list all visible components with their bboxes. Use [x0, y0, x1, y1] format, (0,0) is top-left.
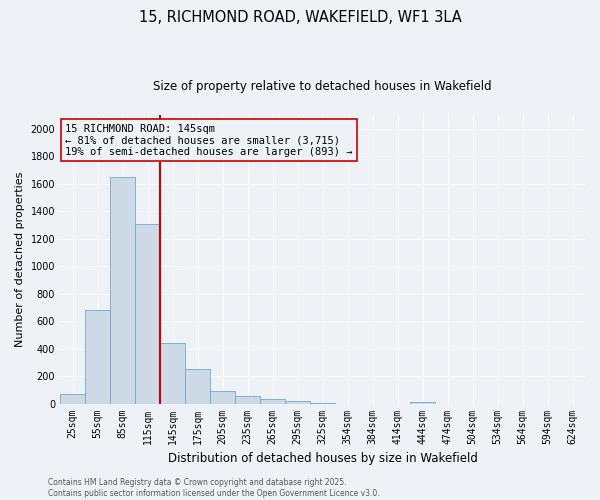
Bar	[85, 310, 110, 404]
Bar	[260, 400, 285, 404]
Text: Contains HM Land Registry data © Crown copyright and database right 2025.
Contai: Contains HM Land Registry data © Crown c…	[48, 478, 380, 498]
Bar	[110, 177, 135, 404]
Bar	[235, 396, 260, 404]
Title: Size of property relative to detached houses in Wakefield: Size of property relative to detached ho…	[153, 80, 492, 93]
Bar	[310, 403, 335, 404]
Bar	[185, 369, 210, 404]
Bar	[60, 394, 85, 404]
Bar	[160, 343, 185, 404]
Bar	[135, 224, 160, 404]
Text: 15, RICHMOND ROAD, WAKEFIELD, WF1 3LA: 15, RICHMOND ROAD, WAKEFIELD, WF1 3LA	[139, 10, 461, 25]
Bar	[285, 401, 310, 404]
X-axis label: Distribution of detached houses by size in Wakefield: Distribution of detached houses by size …	[167, 452, 478, 465]
Bar	[210, 390, 235, 404]
Y-axis label: Number of detached properties: Number of detached properties	[15, 172, 25, 347]
Bar	[410, 402, 435, 404]
Text: 15 RICHMOND ROAD: 145sqm
← 81% of detached houses are smaller (3,715)
19% of sem: 15 RICHMOND ROAD: 145sqm ← 81% of detach…	[65, 124, 353, 157]
